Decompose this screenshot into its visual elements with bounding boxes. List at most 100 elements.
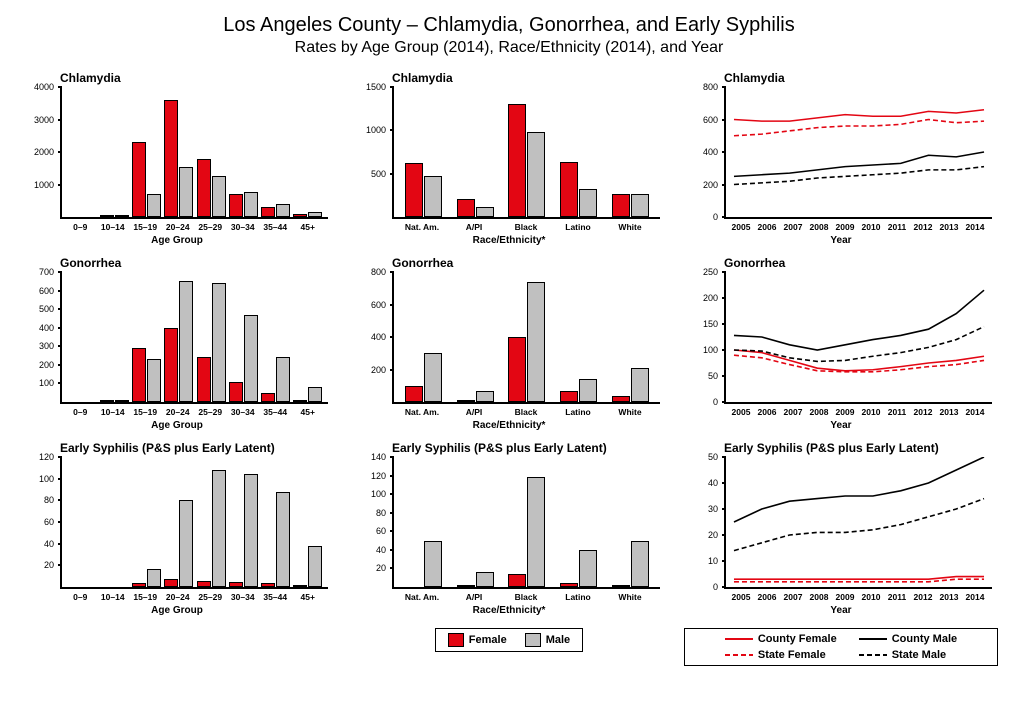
x-tick-label: Black — [500, 407, 552, 417]
bar-female — [560, 391, 578, 402]
x-tick-label: 35–44 — [259, 222, 292, 232]
bar-female — [508, 574, 526, 587]
bar-female — [164, 328, 178, 402]
bar-female — [164, 579, 178, 587]
bar-female — [100, 215, 114, 217]
x-tick-label: 2010 — [858, 222, 884, 232]
x-tick-label: 30–34 — [227, 222, 260, 232]
bar-male — [276, 204, 290, 217]
x-tick-label: 45+ — [292, 407, 325, 417]
bar-female — [293, 585, 307, 587]
x-tick-label: 2012 — [910, 407, 936, 417]
legend-line: County Female County Male State Female S… — [684, 628, 998, 666]
x-tick-label: 2014 — [962, 592, 988, 602]
bar-male — [115, 215, 129, 217]
legend-county-male-label: County Male — [892, 633, 957, 645]
x-tick-label: A/PI — [448, 407, 500, 417]
x-axis-label: Race/Ethnicity* — [352, 420, 666, 431]
x-tick-label: 45+ — [292, 592, 325, 602]
x-tick-label: 2008 — [806, 407, 832, 417]
bar-female — [612, 585, 630, 587]
bar-male — [308, 387, 322, 402]
bar-female — [132, 348, 146, 402]
bar-male — [179, 167, 193, 217]
bar-male — [147, 569, 161, 587]
series-line — [734, 152, 984, 176]
x-tick-label: 25–29 — [194, 592, 227, 602]
legend-county-female-label: County Female — [758, 633, 837, 645]
bar-female — [229, 582, 243, 587]
bar-male — [631, 194, 649, 217]
series-line — [734, 290, 984, 350]
x-tick-label: 2011 — [884, 592, 910, 602]
panel-title: Chlamydia — [724, 71, 998, 85]
x-tick-label: 20–24 — [162, 592, 195, 602]
bar-female — [261, 207, 275, 217]
bar-male — [179, 500, 193, 587]
x-tick-label: 10–14 — [97, 407, 130, 417]
panel-title: Chlamydia — [60, 71, 334, 85]
x-tick-label: 10–14 — [97, 592, 130, 602]
panel-chl-age: Chlamydia10002000300040000–910–1415–1920… — [20, 71, 334, 246]
bar-female — [457, 199, 475, 217]
x-tick-label: 0–9 — [64, 222, 97, 232]
bar-male — [476, 391, 494, 402]
panel-syp-race: Early Syphilis (P&S plus Early Latent)20… — [352, 441, 666, 616]
series-line — [734, 110, 984, 121]
panel-gon-year: Gonorrhea0501001502002502005200620072008… — [684, 256, 998, 431]
panel-title: Gonorrhea — [724, 256, 998, 270]
x-tick-label: 25–29 — [194, 407, 227, 417]
bar-male — [579, 550, 597, 587]
series-line — [734, 350, 984, 371]
bar-male — [527, 132, 545, 217]
x-tick-label: 2007 — [780, 407, 806, 417]
bar-male — [212, 283, 226, 402]
x-tick-label: A/PI — [448, 222, 500, 232]
x-tick-label: White — [604, 407, 656, 417]
panel-syp-year: Early Syphilis (P&S plus Early Latent)01… — [684, 441, 998, 616]
x-tick-label: Latino — [552, 407, 604, 417]
bar-female — [197, 159, 211, 218]
bar-male — [147, 194, 161, 217]
x-tick-label: 2010 — [858, 592, 884, 602]
panel-chl-year: Chlamydia0200400600800200520062007200820… — [684, 71, 998, 246]
bar-female — [229, 382, 243, 402]
bar-male — [212, 176, 226, 217]
x-tick-label: 2006 — [754, 407, 780, 417]
bar-female — [612, 396, 630, 403]
x-tick-label: 10–14 — [97, 222, 130, 232]
bar-male — [579, 379, 597, 402]
bar-male — [476, 572, 494, 587]
x-tick-label: 2007 — [780, 592, 806, 602]
x-tick-label: 0–9 — [64, 407, 97, 417]
x-tick-label: 35–44 — [259, 407, 292, 417]
x-tick-label: 2014 — [962, 407, 988, 417]
panel-syp-age: Early Syphilis (P&S plus Early Latent)20… — [20, 441, 334, 616]
bar-female — [457, 585, 475, 587]
x-tick-label: 25–29 — [194, 222, 227, 232]
x-tick-label: White — [604, 222, 656, 232]
panel-title: Chlamydia — [392, 71, 666, 85]
x-tick-label: Latino — [552, 222, 604, 232]
x-tick-label: 2005 — [728, 222, 754, 232]
bar-male — [244, 315, 258, 402]
bar-female — [508, 104, 526, 217]
legend-male-label: Male — [546, 634, 570, 646]
x-tick-label: 2007 — [780, 222, 806, 232]
x-tick-label: 2013 — [936, 407, 962, 417]
chart-grid: Chlamydia10002000300040000–910–1415–1920… — [20, 71, 998, 616]
bar-male — [308, 212, 322, 217]
bar-male — [244, 474, 258, 587]
bar-female — [261, 583, 275, 587]
bar-male — [631, 541, 649, 587]
panel-title: Gonorrhea — [392, 256, 666, 270]
panel-title: Gonorrhea — [60, 256, 334, 270]
bar-female — [293, 214, 307, 217]
bar-female — [132, 142, 146, 217]
x-tick-label: 2008 — [806, 592, 832, 602]
bar-male — [476, 207, 494, 217]
bar-male — [579, 189, 597, 217]
x-tick-label: 15–19 — [129, 592, 162, 602]
bar-female — [508, 337, 526, 402]
series-line — [734, 577, 984, 580]
